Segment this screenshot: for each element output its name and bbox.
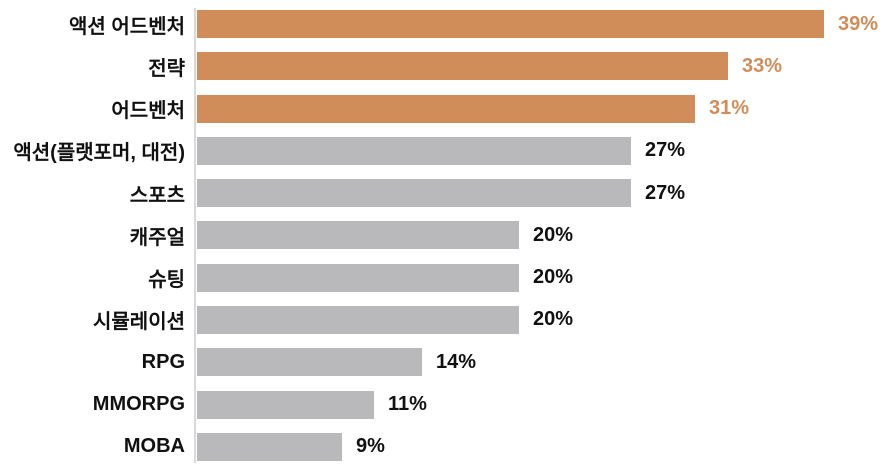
value-label: 20% bbox=[533, 308, 574, 331]
value-label: 20% bbox=[533, 266, 574, 289]
y-axis-line bbox=[194, 8, 196, 463]
bar bbox=[197, 136, 631, 165]
category-label: 어드벤처 bbox=[111, 100, 185, 123]
bar-row-1: 액션 어드벤처 39% bbox=[0, 3, 886, 45]
category-label: RPG bbox=[141, 350, 185, 373]
category-label: 캐주얼 bbox=[129, 226, 185, 249]
bar-track: 27% bbox=[197, 179, 886, 208]
bar bbox=[197, 179, 631, 208]
value-label: 39% bbox=[838, 12, 879, 35]
bar-row-4: 액션(플랫포머, 대전) 27% bbox=[0, 130, 886, 172]
bar bbox=[197, 221, 519, 250]
bar bbox=[197, 305, 519, 334]
bar-track: 31% bbox=[197, 94, 886, 123]
bar-rows: 액션 어드벤처 39% 전략 33% 어드벤처 31% 액션(플랫포머, 대전)… bbox=[0, 3, 886, 468]
bar-track: 11% bbox=[197, 390, 886, 419]
bar-track: 14% bbox=[197, 348, 886, 377]
category-label: 전략 bbox=[148, 57, 185, 80]
bar-row-11: MOBA 9% bbox=[0, 426, 886, 468]
bar bbox=[197, 94, 695, 123]
bar bbox=[197, 10, 824, 39]
value-label: 33% bbox=[742, 54, 783, 77]
value-label: 27% bbox=[645, 181, 686, 204]
category-label: 슈팅 bbox=[148, 269, 185, 292]
value-label: 11% bbox=[388, 393, 427, 416]
bar-row-7: 슈팅 20% bbox=[0, 257, 886, 299]
value-label: 31% bbox=[709, 97, 750, 120]
category-label: 액션 어드벤처 bbox=[69, 15, 185, 38]
value-label: 14% bbox=[436, 350, 477, 373]
bar-row-3: 어드벤처 31% bbox=[0, 88, 886, 130]
bar-track: 20% bbox=[197, 221, 886, 250]
category-label: 스포츠 bbox=[129, 184, 185, 207]
bar bbox=[197, 52, 728, 81]
value-label: 20% bbox=[533, 223, 574, 246]
bar-track: 9% bbox=[197, 432, 886, 461]
category-label: MOBA bbox=[123, 435, 185, 458]
bar bbox=[197, 390, 374, 419]
bar bbox=[197, 263, 519, 292]
bar-track: 33% bbox=[197, 52, 886, 81]
bar-track: 20% bbox=[197, 305, 886, 334]
bar-row-8: 시뮬레이션 20% bbox=[0, 299, 886, 341]
bar-track: 20% bbox=[197, 263, 886, 292]
bar-row-5: 스포츠 27% bbox=[0, 172, 886, 214]
bar-track: 39% bbox=[197, 10, 886, 39]
bar-row-10: MMORPG 11% bbox=[0, 383, 886, 425]
bar-row-6: 캐주얼 20% bbox=[0, 214, 886, 256]
bar-row-2: 전략 33% bbox=[0, 45, 886, 87]
bar bbox=[197, 348, 422, 377]
value-label: 27% bbox=[645, 139, 686, 162]
value-label: 9% bbox=[356, 435, 385, 458]
category-label: 시뮬레이션 bbox=[93, 311, 185, 334]
bar-row-9: RPG 14% bbox=[0, 341, 886, 383]
bar bbox=[197, 432, 342, 461]
category-label: 액션(플랫포머, 대전) bbox=[13, 142, 185, 165]
category-label: MMORPG bbox=[92, 393, 185, 416]
bar-track: 27% bbox=[197, 136, 886, 165]
